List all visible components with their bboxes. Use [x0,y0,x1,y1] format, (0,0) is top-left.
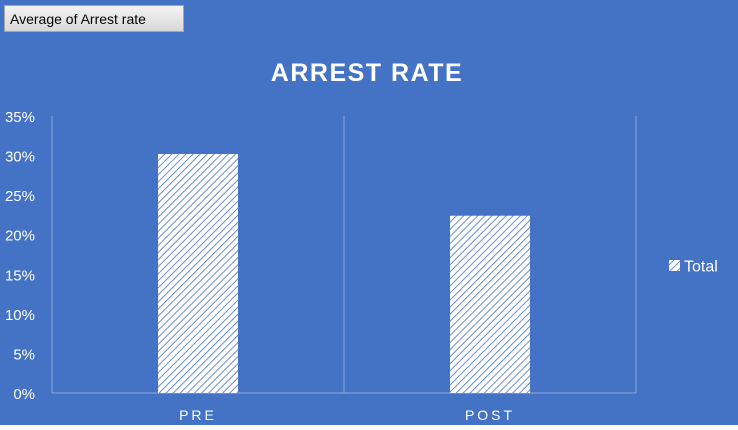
bar-pre [158,153,238,393]
legend: Total [669,259,718,276]
legend-key-total [669,260,680,271]
y-tick-label: 5% [13,346,35,363]
y-tick-label: 30% [5,149,35,166]
chart-title: ARREST RATE [271,59,463,87]
y-tick-label: 25% [5,188,35,205]
bar-post [450,215,530,393]
y-tick-label: 0% [13,386,35,403]
y-tick-label: 20% [5,228,35,245]
pivot-field-button[interactable]: Average of Arrest rate [4,5,184,32]
x-tick-label: PRE [179,407,217,423]
y-tick-label: 10% [5,307,35,324]
y-tick-label: 35% [5,109,35,126]
y-tick-label: 15% [5,267,35,284]
legend-label-total: Total [684,259,718,276]
x-tick-label: POST [465,407,515,423]
